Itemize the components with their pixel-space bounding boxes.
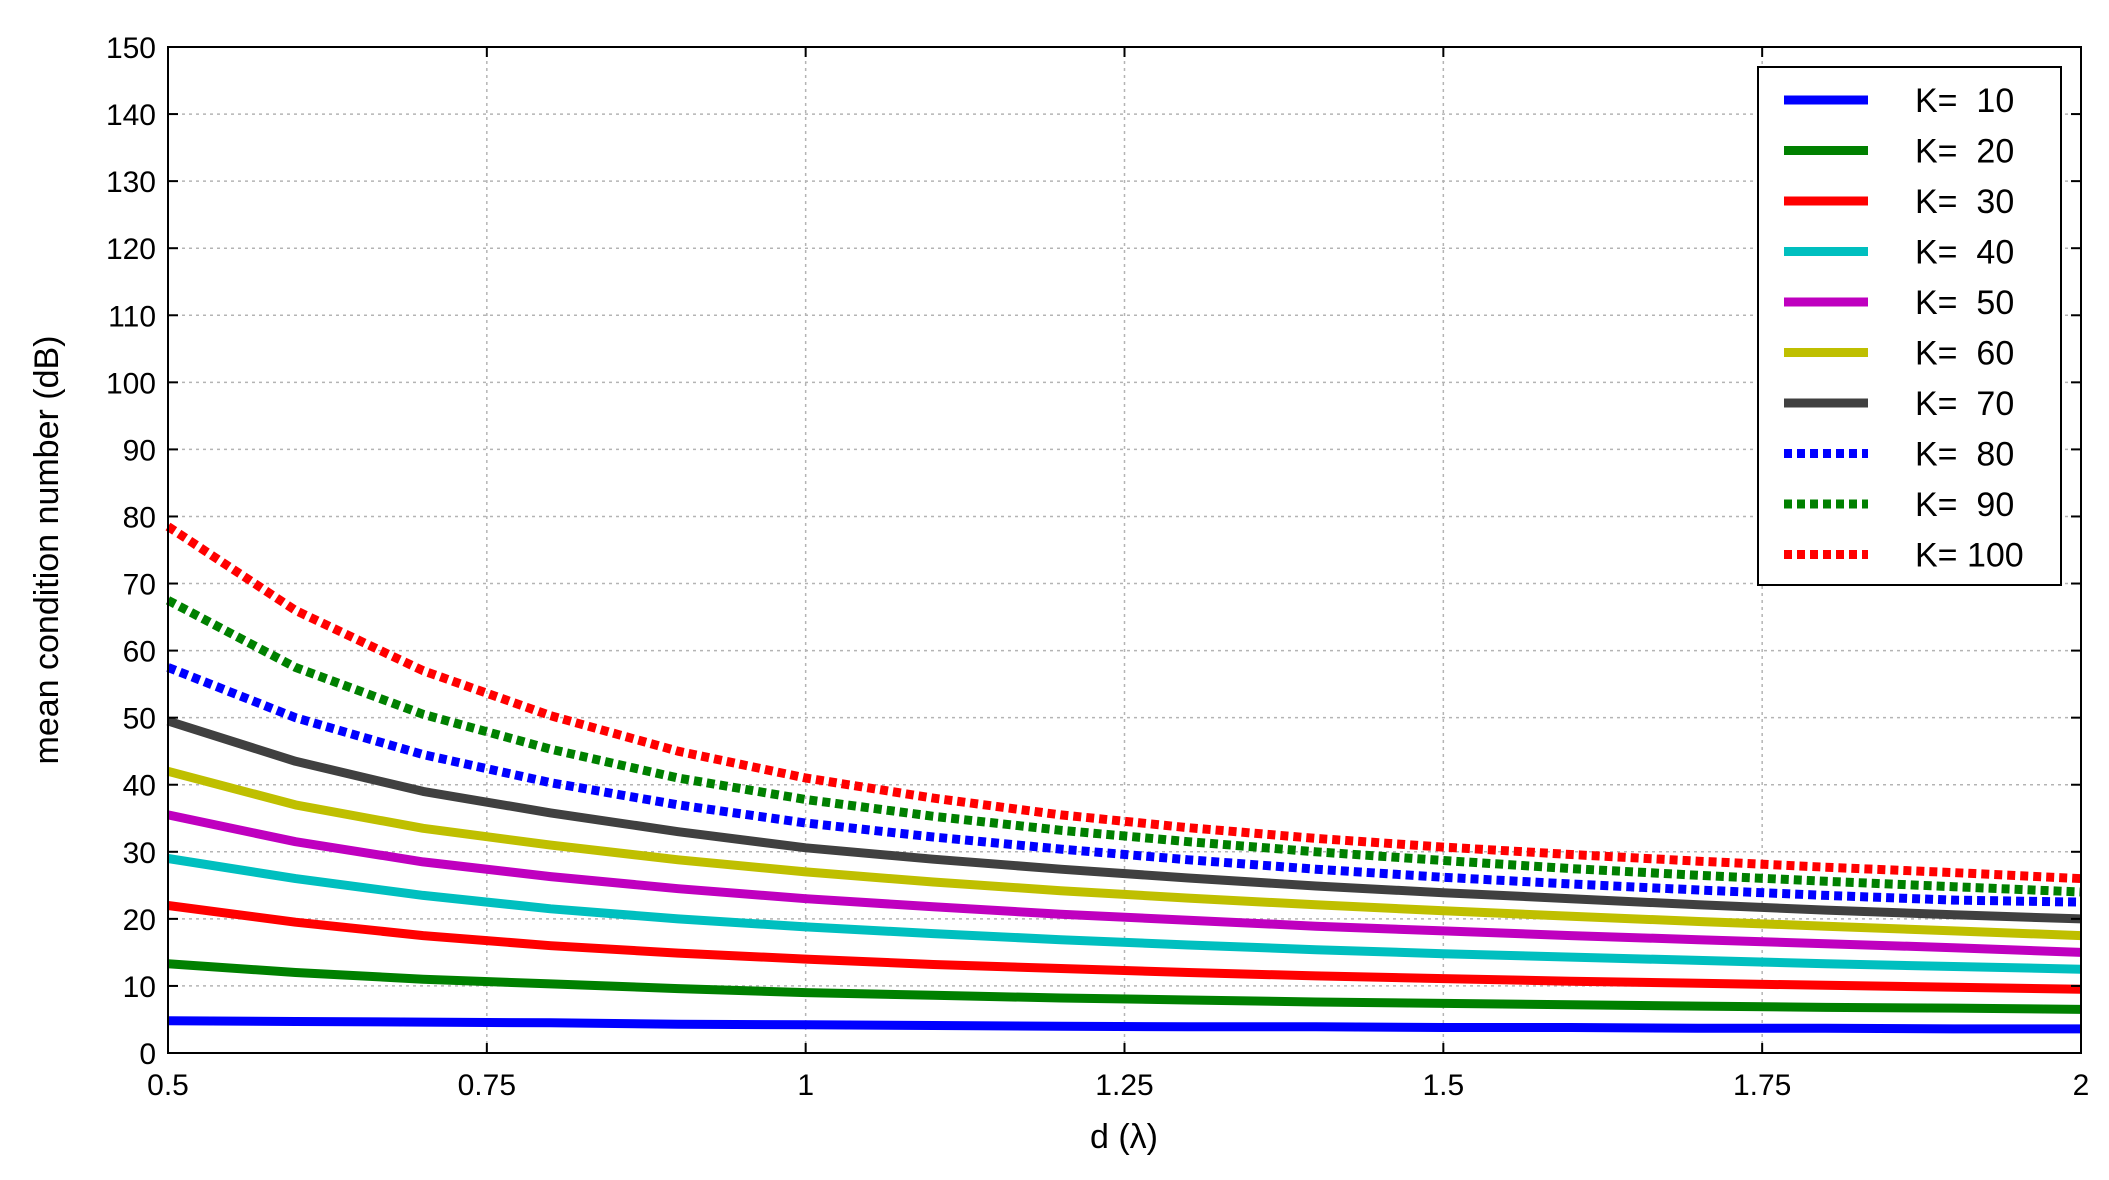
y-tick-label: 90 <box>123 434 156 467</box>
legend-label: K= 90 <box>1915 486 2014 524</box>
x-tick-label: 1 <box>797 1069 814 1102</box>
y-tick-label: 30 <box>123 837 156 870</box>
series-line-2 <box>167 959 2082 1014</box>
series-line-4 <box>167 854 2082 974</box>
series-line-9 <box>165 596 2082 897</box>
y-tick-label: 70 <box>123 569 156 602</box>
y-tick-label: 150 <box>106 32 156 65</box>
legend: K= 10 K= 20 K= 30 K= 40 K= 50 K= 60 K= 70 K= 80… <box>1757 66 2062 586</box>
y-tick-label: 20 <box>123 904 156 937</box>
x-tick-label: 0.5 <box>147 1069 189 1102</box>
series-line-10 <box>165 522 2082 884</box>
y-tick-label: 10 <box>123 971 156 1004</box>
x-tick-label: 0.75 <box>458 1069 516 1102</box>
y-tick-label: 140 <box>106 99 156 132</box>
y-tick-label: 40 <box>123 770 156 803</box>
series-line-8 <box>166 663 2082 907</box>
y-tick-label: 50 <box>123 703 156 736</box>
y-tick-label: 130 <box>106 166 156 199</box>
y-tick-label: 60 <box>123 636 156 669</box>
legend-label: K= 20 <box>1915 133 2014 171</box>
y-tick-label: 0 <box>139 1038 156 1071</box>
y-tick-label: 80 <box>123 501 156 534</box>
legend-label: K= 70 <box>1915 385 2014 423</box>
legend-label: K= 60 <box>1915 335 2014 373</box>
axis-ticks: 0.5 0.75 1 1.25 1.5 1.75 201020304050607080901… <box>106 32 2089 1102</box>
series-line-3 <box>167 901 2082 994</box>
x-tick-label: 1.5 <box>1422 1069 1464 1102</box>
legend-label: K= 40 <box>1915 234 2014 272</box>
series-line-5 <box>167 810 2082 957</box>
x-tick-label: 1.25 <box>1095 1069 1153 1102</box>
x-axis-title: d (λ) <box>1090 1118 1158 1156</box>
y-axis-title: mean condition number (dB) <box>28 335 66 764</box>
series-lines <box>165 522 2082 1034</box>
legend-label: K= 30 <box>1915 183 2014 221</box>
series-line-6 <box>166 766 2082 941</box>
series-line-1 <box>167 1016 2081 1034</box>
legend-label: K= 100 <box>1915 537 2024 575</box>
legend-label: K= 50 <box>1915 284 2014 322</box>
x-tick-label: 2 <box>2073 1069 2090 1102</box>
y-tick-label: 120 <box>106 233 156 266</box>
series-line-7 <box>166 716 2082 924</box>
y-tick-label: 110 <box>108 300 156 333</box>
legend-label: K= 80 <box>1915 436 2014 474</box>
y-tick-label: 100 <box>106 367 156 400</box>
x-tick-label: 1.75 <box>1733 1069 1791 1102</box>
legend-label: K= 10 <box>1915 82 2014 120</box>
